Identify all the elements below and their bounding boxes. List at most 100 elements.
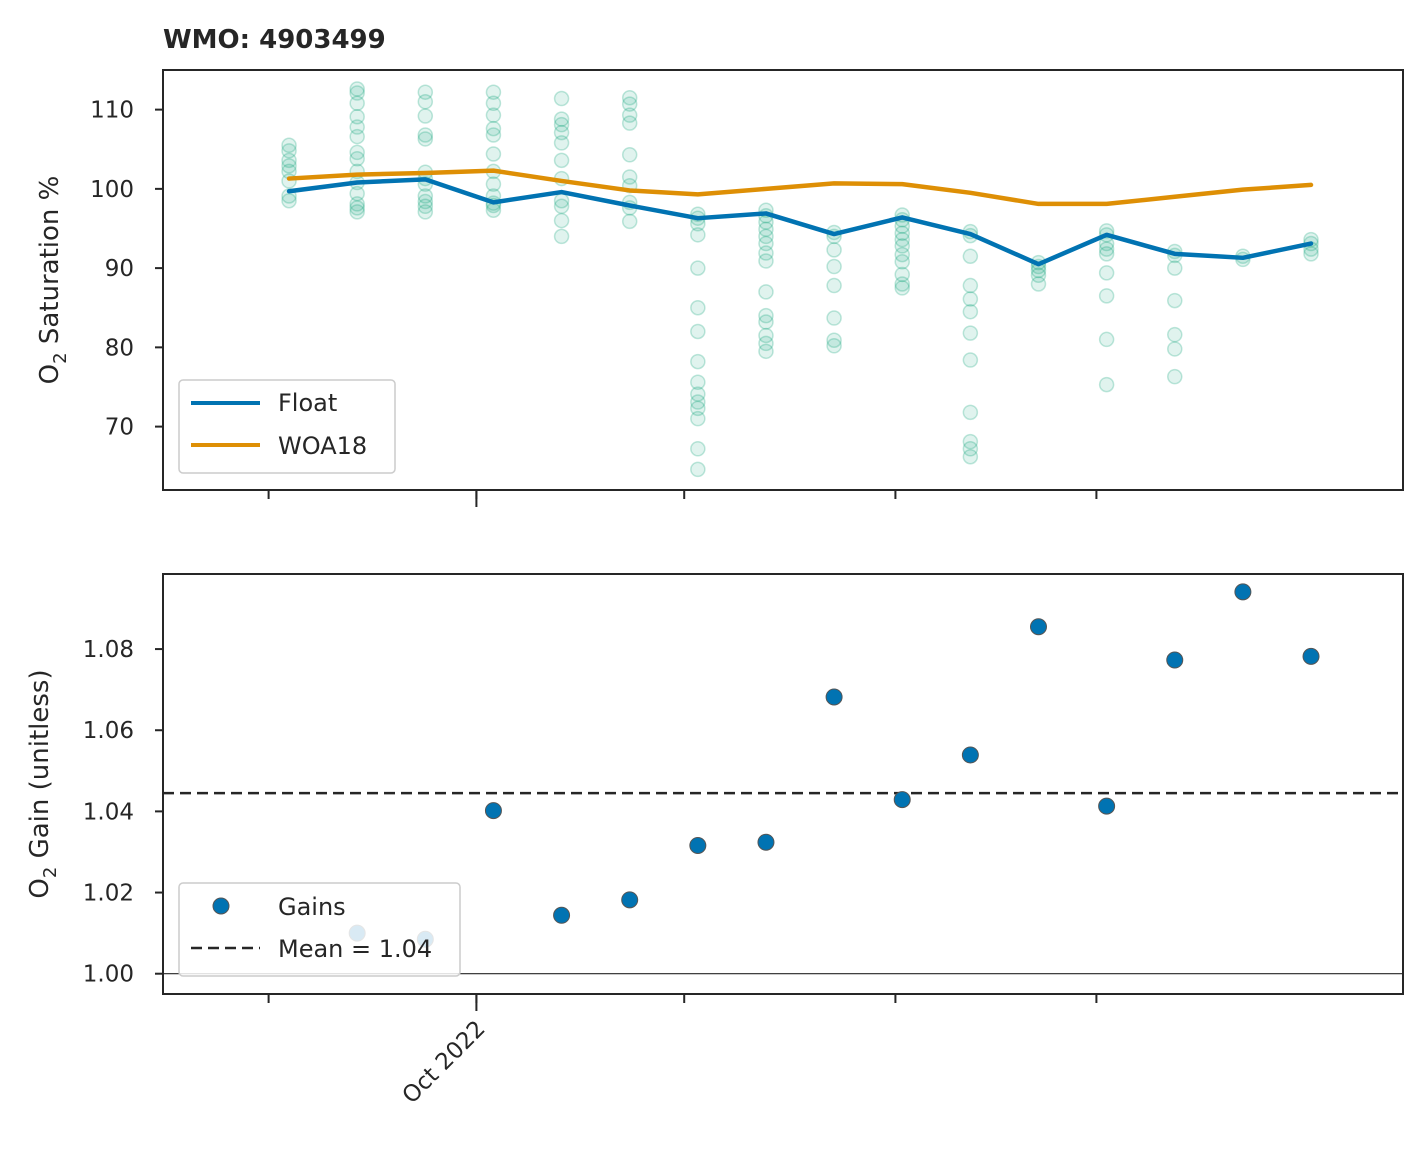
profile-point [758, 314, 774, 330]
series-line-float [286, 177, 1314, 267]
profile-point [349, 95, 365, 112]
profile-point [417, 188, 434, 204]
profile-point [349, 119, 365, 135]
profile-point [349, 196, 365, 212]
gain-point [1166, 651, 1184, 669]
profile-point [962, 248, 979, 264]
chart-title: WMO: 4903499 [163, 25, 386, 55]
gain-point [484, 802, 502, 820]
legend-gains-label: Gains [278, 893, 346, 921]
profile-point [621, 89, 638, 106]
profile-scatter [281, 81, 1319, 478]
y-tick-label: 1.06 [83, 718, 134, 744]
profile-point [1098, 288, 1115, 304]
profile-point [485, 202, 502, 219]
y-tick-label: 1.02 [83, 881, 134, 907]
bottom-ylabel-sub: 2 [40, 867, 61, 878]
profile-point [690, 400, 706, 417]
profile-point [758, 335, 774, 352]
gain-point [893, 791, 911, 809]
profile-point [758, 307, 774, 324]
profile-point [758, 235, 774, 252]
bottom-y-axis-label: O2 Gain (unitless) [25, 669, 61, 898]
profile-point [485, 176, 502, 192]
profile-point [758, 245, 774, 261]
legend-woa-label: WOA18 [278, 432, 367, 460]
profile-point [826, 332, 842, 348]
profile-point [894, 225, 910, 241]
profile-point [485, 95, 502, 112]
profile-point [826, 258, 842, 275]
legend-gains-marker [212, 897, 230, 915]
gain-point [757, 833, 775, 851]
profile-point [690, 353, 706, 370]
profile-point [1098, 376, 1115, 393]
bottom-ylabel-rest: Gain (unitless) [25, 669, 55, 866]
gain-point [961, 746, 979, 764]
profile-point [281, 143, 297, 159]
profile-point [690, 374, 706, 390]
gain-point [1302, 647, 1320, 665]
profile-point [281, 137, 297, 154]
profile-point [349, 81, 365, 97]
top-ylabel-sub: 2 [50, 352, 71, 363]
profile-point [621, 107, 638, 123]
legend-float-label: Float [278, 389, 337, 417]
profile-point [1030, 267, 1047, 283]
profile-point [962, 291, 979, 307]
profile-point [758, 221, 774, 238]
profile-point [826, 242, 842, 258]
profile-point [962, 433, 979, 450]
profile-point [485, 107, 502, 123]
bottom-y-ticks: 1.00 1.02 1.04 1.06 1.08 [83, 637, 163, 988]
profile-point [690, 386, 706, 402]
gain-point [689, 836, 707, 854]
profile-point [1167, 260, 1183, 276]
profile-point [962, 303, 979, 320]
profile-point [1303, 246, 1319, 262]
profile-point [894, 231, 910, 248]
top-y-axis-label: O2 Saturation % [35, 176, 71, 385]
gain-point [825, 688, 843, 706]
gain-panel: Gains Mean = 1.04 1.00 1.02 1.04 1.06 1.08 O… [25, 573, 1404, 1109]
series-lines [286, 168, 1314, 267]
y-tick-label: 90 [105, 256, 134, 282]
profile-point [690, 441, 706, 457]
profile-point [894, 280, 910, 296]
bottom-legend: Gains Mean = 1.04 [178, 882, 461, 977]
profile-point [962, 448, 979, 465]
profile-point [1098, 331, 1115, 348]
top-plot-frame [162, 69, 1404, 491]
y-tick-label: 1.08 [83, 637, 134, 663]
profile-point [417, 204, 434, 220]
profile-point [485, 127, 502, 143]
profile-point [690, 260, 706, 276]
profile-point [1098, 265, 1115, 281]
profile-point [758, 228, 774, 245]
profile-point [962, 441, 979, 457]
profile-point [417, 193, 434, 210]
profile-point [621, 96, 638, 112]
gain-point [1029, 618, 1047, 636]
profile-point [758, 253, 774, 269]
profile-point [962, 404, 979, 421]
profile-point [1167, 341, 1183, 357]
profile-point [1167, 368, 1183, 385]
top-ylabel-main: O [35, 364, 65, 384]
profile-point [553, 116, 570, 133]
profile-point [553, 111, 570, 127]
gain-point [621, 891, 639, 909]
profile-point [1098, 246, 1115, 262]
profile-point [621, 147, 638, 163]
y-tick-label: 1.00 [83, 962, 134, 988]
profile-point [417, 127, 434, 143]
profile-point [1167, 326, 1183, 343]
profile-point [690, 227, 706, 243]
profile-point [826, 338, 842, 354]
profile-point [1167, 292, 1183, 309]
profile-point [962, 352, 979, 368]
profile-point [690, 461, 706, 478]
profile-point [417, 108, 434, 124]
profile-point [417, 93, 434, 110]
